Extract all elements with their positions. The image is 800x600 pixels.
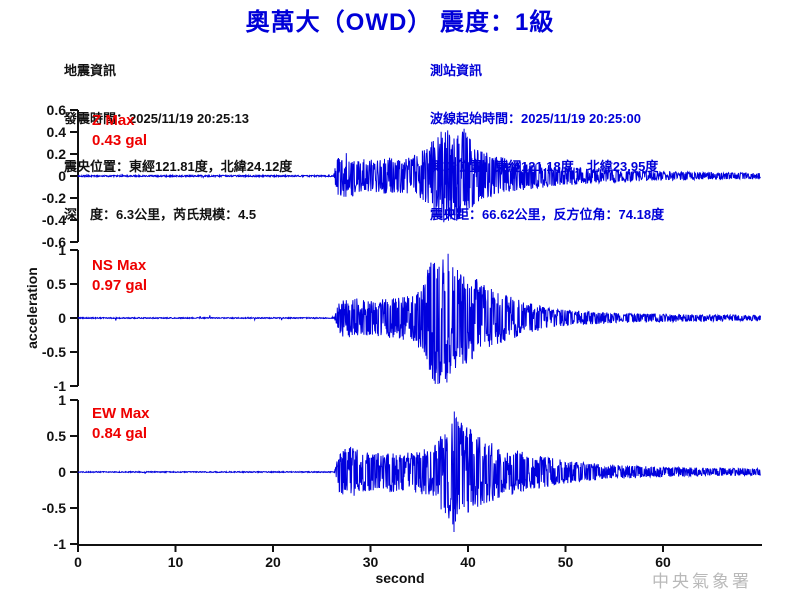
channel-ew-max-label: EW Max 0.84 gal [92, 404, 150, 444]
svg-text:40: 40 [460, 554, 476, 570]
channel-z-max-label: Z Max 0.43 gal [92, 111, 147, 151]
svg-text:-1: -1 [54, 378, 67, 394]
svg-text:1: 1 [58, 392, 66, 408]
channel-ns-max-label: NS Max 0.97 gal [92, 256, 147, 296]
agency-watermark: 中央氣象署 [652, 572, 752, 591]
event-epicenter: 震央位置：東經121.81度，北緯24.12度 [64, 159, 293, 174]
channel-ew-name: EW Max [92, 405, 150, 422]
svg-text:-0.6: -0.6 [42, 234, 66, 250]
svg-text:-1: -1 [54, 536, 67, 552]
channel-ns-name: NS Max [92, 257, 147, 274]
svg-text:-0.5: -0.5 [42, 344, 66, 360]
svg-text:0: 0 [58, 168, 66, 184]
svg-text:-0.2: -0.2 [42, 190, 66, 206]
svg-text:-0.4: -0.4 [42, 212, 66, 228]
svg-text:0.6: 0.6 [47, 102, 67, 118]
svg-text:0: 0 [74, 554, 82, 570]
svg-text:10: 10 [168, 554, 184, 570]
channel-z-name: Z Max [92, 112, 135, 129]
event-origin-time: 發震時間：2025/11/19 20:25:13 [64, 111, 249, 126]
event-info-heading: 地震資訊 [64, 63, 117, 78]
svg-text:60: 60 [655, 554, 671, 570]
channel-ew-peak-value: 0.84 gal [92, 425, 148, 442]
station-info-heading: 測站資訊 [430, 63, 483, 78]
svg-text:50: 50 [558, 554, 574, 570]
svg-text:0.5: 0.5 [47, 276, 67, 292]
event-info: 地震資訊 發震時間：2025/11/19 20:25:13 震央位置：東經121… [64, 31, 292, 255]
svg-text:20: 20 [265, 554, 281, 570]
svg-text:0: 0 [58, 310, 66, 326]
svg-text:0.4: 0.4 [47, 124, 67, 140]
svg-text:0: 0 [58, 464, 66, 480]
svg-text:-0.5: -0.5 [42, 500, 66, 516]
station-info: 測站資訊 波線起始時間：2025/11/19 20:25:00 測站位置：東經1… [430, 31, 664, 255]
station-distance-azimuth: 震央距：66.62公里，反方位角：74.18度 [430, 207, 665, 222]
svg-text:30: 30 [363, 554, 379, 570]
svg-text:0.5: 0.5 [47, 428, 67, 444]
event-depth-magnitude: 深 度：6.3公里，芮氏規模：4.5 [64, 207, 257, 222]
station-trace-start-time: 波線起始時間：2025/11/19 20:25:00 [430, 111, 641, 126]
page-title: 奧萬大（OWD） 震度：1級 [245, 9, 555, 36]
svg-text:1: 1 [58, 242, 66, 258]
channel-z-peak-value: 0.43 gal [92, 132, 148, 149]
channel-ns-peak-value: 0.97 gal [92, 277, 148, 294]
x-axis-label: second [375, 570, 425, 586]
svg-text:0.2: 0.2 [47, 146, 67, 162]
